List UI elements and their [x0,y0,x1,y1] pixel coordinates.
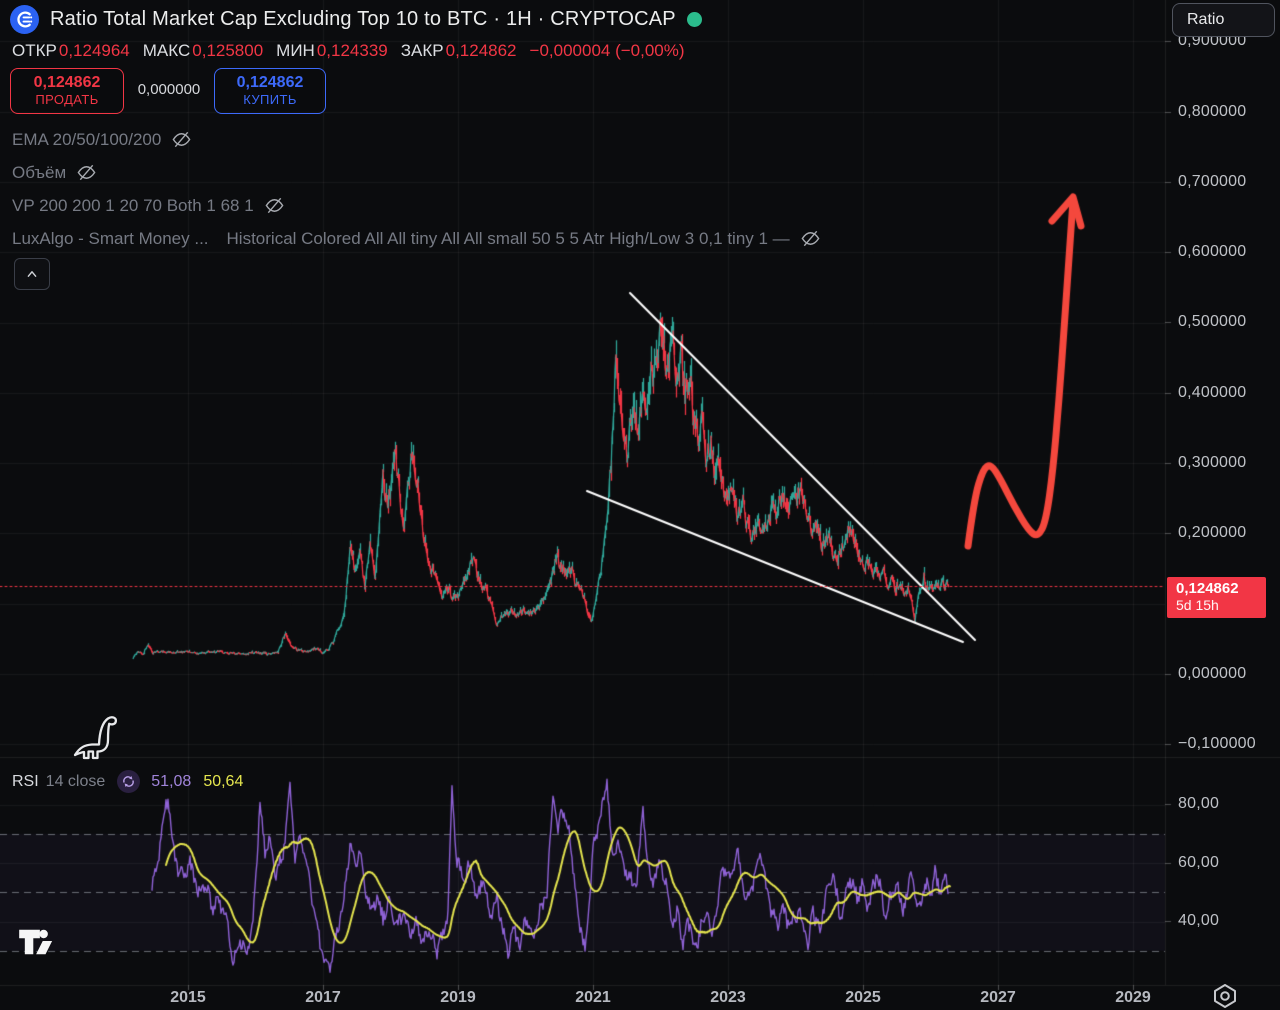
eye-off-icon[interactable] [264,195,285,216]
rsi-legend-row[interactable]: RSI 14 close 51,08 50,64 [12,770,243,793]
rsi-title: RSI [12,772,39,790]
high-label: МАКС [142,41,191,60]
symbol-title[interactable]: Ratio Total Market Cap Excluding Top 10 … [50,8,676,30]
chevron-up-icon [27,271,37,277]
time-axis-label: 2029 [1115,989,1151,1006]
cryptocap-logo-icon [10,5,39,34]
vp-legend-label: VP 200 200 1 20 70 Both 1 68 1 [12,195,254,215]
collapse-legend-button[interactable] [14,258,50,290]
ohlc-row: ОТКР 0,124964 МАКС 0,125800 МИН 0,124339 ЗА… [12,41,685,61]
legend-item-vp[interactable]: VP 200 200 1 20 70 Both 1 68 1 [12,195,285,216]
low-label: МИН [276,41,315,60]
eye-off-icon[interactable] [171,129,192,150]
price-axis-label: 0,000000 [1178,665,1247,682]
eye-off-icon[interactable] [800,228,821,249]
spread-value: 0,000000 [137,81,201,98]
sell-button[interactable]: 0,124862 ПРОДАТЬ [10,68,124,114]
time-axis-label: 2021 [575,989,611,1006]
price-axis-label: 0,700000 [1178,173,1247,190]
close-label: ЗАКР [400,41,444,60]
ohlc-close: ЗАКР 0,124862 [401,41,517,61]
legend-item-volume[interactable]: Объём [12,162,97,183]
sell-price: 0,124862 [33,74,101,91]
price-axis-label: −0,100000 [1178,735,1256,752]
time-axis-label: 2023 [710,989,746,1006]
price-axis-label: 0,500000 [1178,313,1247,330]
luxalgo-legend-name: LuxAlgo - Smart Money ... [12,228,209,248]
ema-legend-label: EMA 20/50/100/200 [12,129,162,149]
last-price-tag: 0,124862 5d 15h [1167,577,1266,618]
ohlc-high: МАКС 0,125800 [143,41,263,61]
refresh-icon[interactable] [117,770,141,793]
rsi-params: 14 close [45,772,106,790]
buy-label: КУПИТЬ [243,92,297,107]
price-axis-label: 0,600000 [1178,243,1247,260]
last-price-value: 0,124862 [1176,580,1239,597]
price-axis-label: 0,800000 [1178,103,1247,120]
price-axis-label: 0,400000 [1178,384,1247,401]
hexagon-settings-icon[interactable] [1211,983,1239,1010]
volume-legend-label: Объём [12,162,67,182]
rsi-value: 51,08 [151,772,192,790]
price-axis-label: 0,200000 [1178,524,1247,541]
legend-item-luxalgo[interactable]: LuxAlgo - Smart Money ... Historical Col… [12,228,821,249]
bar-countdown: 5d 15h [1176,597,1219,613]
open-value: 0,124964 [58,41,130,60]
rsi-axis-label: 80,00 [1178,795,1220,812]
time-axis-label: 2019 [440,989,476,1006]
rsi-axis-label: 40,00 [1178,912,1220,929]
close-value: 0,124862 [445,41,517,60]
luxalgo-legend-params: Historical Colored All All tiny All All … [226,228,790,248]
symbol-header: Ratio Total Market Cap Excluding Top 10 … [10,5,702,34]
rsi-ma-value: 50,64 [203,772,244,790]
tradingview-logo[interactable] [16,926,60,963]
dino-drawing[interactable] [70,710,128,767]
price-axis-label: 0,300000 [1178,454,1247,471]
rsi-axis-label: 60,00 [1178,854,1220,871]
ratio-scale-label: Ratio [1187,11,1225,28]
time-axis-label: 2027 [980,989,1016,1006]
change-value: −0,000004 (−0,00%) [529,41,685,60]
low-value: 0,124339 [316,41,388,60]
buy-button[interactable]: 0,124862 КУПИТЬ [214,68,326,114]
time-axis-label: 2017 [305,989,341,1006]
sell-label: ПРОДАТЬ [35,92,99,107]
time-axis-label: 2015 [170,989,206,1006]
ratio-scale-button[interactable]: Ratio [1172,3,1275,37]
ohlc-open: ОТКР 0,124964 [12,41,130,61]
market-status-dot [686,12,702,27]
time-axis-label: 2025 [845,989,881,1006]
eye-off-icon[interactable] [76,162,97,183]
high-value: 0,125800 [192,41,264,60]
buy-price: 0,124862 [236,74,304,91]
ohlc-low: МИН 0,124339 [276,41,388,61]
legend-item-ema[interactable]: EMA 20/50/100/200 [12,129,192,150]
open-label: ОТКР [12,41,57,60]
